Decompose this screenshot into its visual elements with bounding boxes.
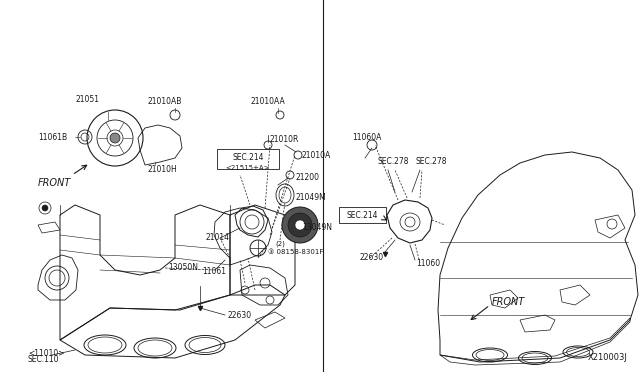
Text: FRONT: FRONT [38, 178, 71, 188]
Circle shape [288, 213, 312, 237]
Text: 21010AB: 21010AB [148, 97, 182, 106]
Text: 21010AA: 21010AA [251, 97, 285, 106]
Text: 22630: 22630 [360, 253, 384, 263]
Text: ③ 08158-8301F: ③ 08158-8301F [268, 249, 323, 255]
Text: 21051: 21051 [76, 96, 100, 105]
Text: 11061B: 11061B [38, 132, 67, 141]
Circle shape [42, 205, 48, 211]
Text: <11010>: <11010> [28, 349, 65, 357]
Text: 21014: 21014 [205, 234, 229, 243]
Text: 21200: 21200 [295, 173, 319, 183]
Text: X210003J: X210003J [588, 353, 628, 362]
Text: 21010R: 21010R [270, 135, 300, 144]
Text: SEC.214: SEC.214 [232, 154, 264, 163]
Circle shape [295, 220, 305, 230]
Text: 21049M: 21049M [295, 193, 326, 202]
Text: FRONT: FRONT [492, 297, 525, 307]
Text: SEC.278: SEC.278 [415, 157, 447, 167]
Text: SEC.278: SEC.278 [378, 157, 410, 167]
Circle shape [282, 207, 318, 243]
Text: SEC.110: SEC.110 [28, 356, 60, 365]
Text: 21010A: 21010A [302, 151, 332, 160]
Text: <21515+A>: <21515+A> [226, 165, 270, 171]
Text: 13049N: 13049N [302, 224, 332, 232]
Text: 11061: 11061 [202, 267, 226, 276]
Text: 21010H: 21010H [148, 166, 178, 174]
Text: SEC.214: SEC.214 [346, 211, 378, 219]
Ellipse shape [110, 133, 120, 143]
Text: 22630: 22630 [228, 311, 252, 320]
Text: 11060A: 11060A [352, 134, 381, 142]
Text: 11060: 11060 [416, 259, 440, 267]
Text: 13050N: 13050N [168, 263, 198, 273]
Text: (2): (2) [275, 241, 285, 247]
